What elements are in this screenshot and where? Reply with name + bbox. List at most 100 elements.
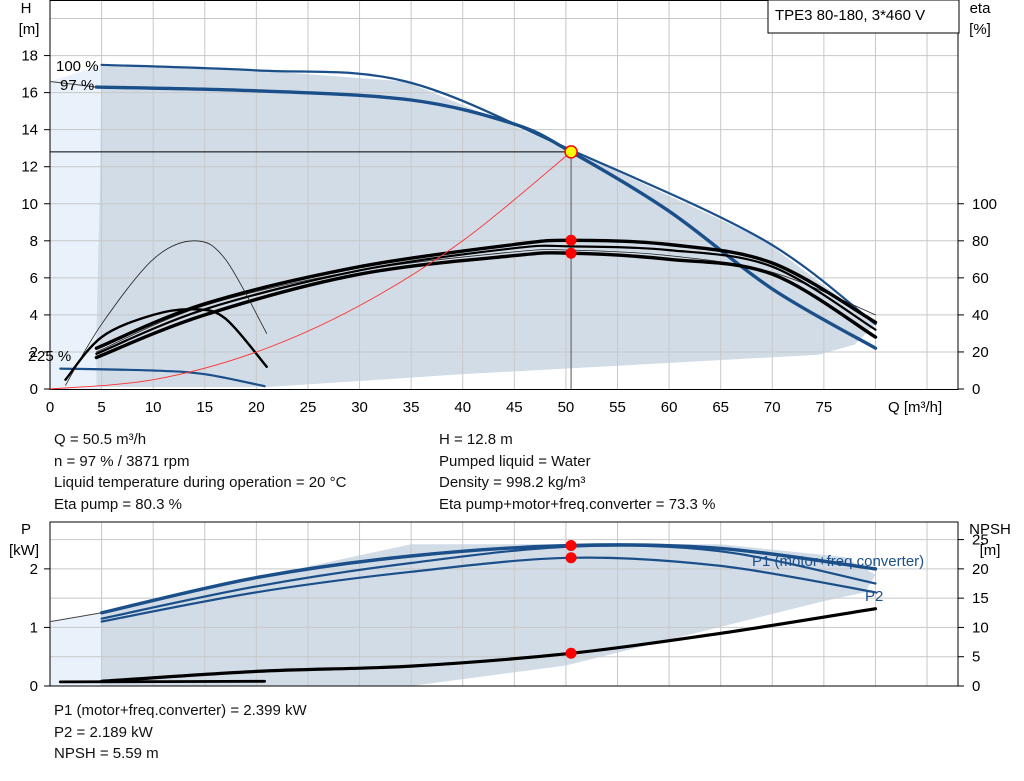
curve-label-2: 2: [28, 348, 36, 365]
upper-curves: [49, 63, 878, 390]
x-tick-label: 50: [558, 399, 575, 416]
upper-operating-area: [50, 64, 876, 389]
p-axis-label: P: [21, 521, 31, 538]
pump-title: TPE3 80-180, 3*460 V: [775, 7, 925, 24]
curve-p1: [99, 543, 878, 615]
x-tick-label: 10: [145, 399, 162, 416]
pump-performance-chart: 0 5 10 15 20 25 30 35 40 45 50 55 60 65 70 750246810121…: [9, 0, 1011, 695]
npsh-tick-label: 25: [972, 532, 989, 549]
head-value: H = 12.8 m: [439, 431, 513, 448]
h-tick-label: 18: [21, 48, 38, 65]
curve-eta-25-thin: [65, 240, 268, 386]
lower-curves: [49, 543, 878, 684]
q-axis-label: Q [m³/h]: [888, 399, 942, 416]
x-tick-label: 5: [97, 399, 105, 416]
upper-tick-labels: 0 5 10 15 20 25 30 35 40 45 50 55 60 65 70 750246810121…: [21, 48, 997, 416]
curve-system-curve: [49, 151, 572, 390]
h-tick-label: 12: [21, 159, 38, 176]
upper-grid: [50, 0, 958, 389]
eta-pump-value: Eta pump = 80.3 %: [54, 495, 182, 513]
h-axis-label: H: [21, 0, 32, 17]
duty-point-p1: [565, 539, 577, 551]
p-tick-label: 2: [30, 561, 38, 578]
lower-plot-frame: [49, 521, 959, 687]
x-tick-label: 45: [506, 399, 523, 416]
eta-tick-label: 40: [972, 307, 989, 324]
curve-npsh: [100, 607, 878, 683]
duty-point-eta-total: [565, 247, 577, 259]
npsh-axis-label: NPSH: [969, 521, 1011, 538]
duty-point-head: [564, 145, 578, 159]
p2-value: P2 = 2.189 kW: [54, 723, 153, 741]
h-tick-label: 6: [30, 270, 38, 287]
eta-tick-label: 80: [972, 233, 989, 250]
duty-info-power: P1 (motor+freq.converter) = 2.399 kW P2 …: [54, 700, 307, 765]
pumped-liquid-value: Pumped liquid = Water: [439, 452, 591, 470]
x-tick-label: 65: [712, 399, 729, 416]
x-tick-label: 40: [454, 399, 471, 416]
upper-plot-frame: [49, 0, 959, 390]
curve-label-25: 25 %: [37, 348, 71, 365]
p-tick-label: 0: [30, 678, 38, 695]
curve-eta-97: [94, 238, 878, 350]
x-tick-label: 60: [661, 399, 678, 416]
eta-axis-unit: [%]: [969, 21, 991, 38]
curve-p2: [100, 556, 877, 623]
x-tick-label: 55: [609, 399, 626, 416]
upper-area-low-speed: [50, 64, 102, 389]
curve-h-97: [94, 85, 878, 350]
eta-tick-label: 60: [972, 270, 989, 287]
curve-label-97: 97 %: [60, 77, 94, 94]
x-tick-label: 20: [248, 399, 265, 416]
curve-h-100: [100, 63, 877, 326]
h-axis-unit: [m]: [19, 21, 40, 38]
x-tick-label: 35: [403, 399, 420, 416]
npsh-tick-label: 5: [972, 649, 980, 666]
curve-h-97-left: [49, 81, 97, 88]
h-tick-label: 2: [30, 344, 38, 361]
npsh-value: NPSH = 5.59 m: [54, 745, 159, 762]
curve-p1-97: [100, 544, 877, 620]
npsh-tick-label: 20: [972, 561, 989, 578]
eta-axis-label: eta: [970, 0, 992, 17]
npsh-tick-label: 0: [972, 678, 980, 695]
p1-series-label: P1 (motor+freq.converter): [752, 553, 924, 570]
eta-total-value: Eta pump+motor+freq.converter = 73.3 %: [439, 495, 716, 513]
x-tick-label: 75: [816, 399, 833, 416]
x-tick-label: 70: [764, 399, 781, 416]
h-tick-label: 10: [21, 196, 38, 213]
eta-tick-label: 20: [972, 344, 989, 361]
curve-npsh-25: [58, 679, 266, 684]
duty-point-p2: [565, 552, 577, 564]
p-tick-label: 1: [30, 619, 38, 636]
x-tick-label: 25: [300, 399, 317, 416]
liquid-temperature-value: Liquid temperature during operation = 20…: [54, 474, 347, 491]
curve-h-25: [59, 367, 266, 388]
duty-point-npsh: [565, 647, 577, 659]
h-tick-label: 4: [30, 307, 38, 324]
npsh-axis-unit: [m]: [980, 542, 1001, 559]
duty-info-left: Q = 50.5 m³/h n = 97 % / 3871 rpm Liquid…: [54, 429, 346, 515]
curve-eta-total: [94, 251, 878, 360]
lower-labels: P [kW] NPSH [m] P1 (motor+freq.converter…: [9, 521, 1011, 605]
density-value: Density = 998.2 kg/m³: [439, 474, 586, 491]
upper-duty-points: [564, 145, 578, 259]
curve-eta-extra: [95, 244, 877, 355]
h-tick-label: 16: [21, 85, 38, 102]
flow-value: Q = 50.5 m³/h: [54, 431, 147, 448]
p-axis-unit: [kW]: [9, 542, 39, 559]
x-tick-label: 0: [46, 399, 54, 416]
lower-duty-points: [565, 539, 577, 659]
npsh-tick-label: 15: [972, 590, 989, 607]
duty-info-right: H = 12.8 m Pumped liquid = Water Density…: [439, 429, 715, 515]
upper-chart: 0 5 10 15 20 25 30 35 40 45 50 55 60 65 70 750246810121…: [19, 0, 997, 416]
eta-tick-label: 0: [972, 381, 980, 398]
upper-labels: H [m] eta [%] Q [m³/h] TPE3 80-180, 3*46…: [19, 0, 992, 416]
eta-tick-label: 100: [972, 196, 997, 213]
curve-p-left: [49, 612, 103, 623]
curve-label-100: 100 %: [56, 58, 99, 75]
p2-series-label: P2: [865, 588, 883, 605]
h-tick-label: 14: [21, 122, 38, 139]
